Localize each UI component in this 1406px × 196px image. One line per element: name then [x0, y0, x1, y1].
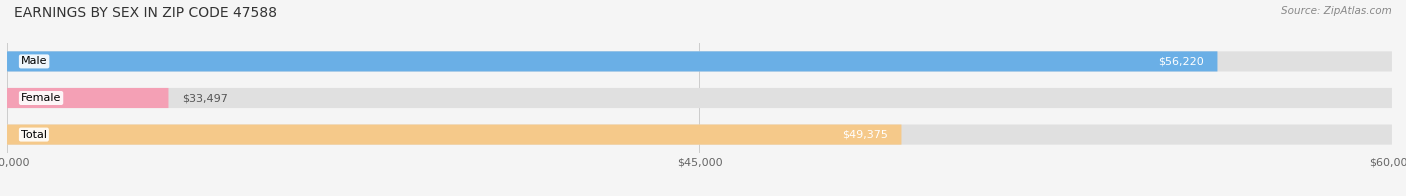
- Text: Total: Total: [21, 130, 46, 140]
- Text: Male: Male: [21, 56, 48, 66]
- Text: $33,497: $33,497: [183, 93, 228, 103]
- FancyBboxPatch shape: [7, 88, 169, 108]
- Text: Source: ZipAtlas.com: Source: ZipAtlas.com: [1281, 6, 1392, 16]
- FancyBboxPatch shape: [7, 51, 1218, 72]
- Text: EARNINGS BY SEX IN ZIP CODE 47588: EARNINGS BY SEX IN ZIP CODE 47588: [14, 6, 277, 20]
- Text: Female: Female: [21, 93, 62, 103]
- FancyBboxPatch shape: [7, 51, 1392, 72]
- FancyBboxPatch shape: [7, 124, 1392, 145]
- Text: $56,220: $56,220: [1159, 56, 1204, 66]
- FancyBboxPatch shape: [7, 124, 901, 145]
- Text: $49,375: $49,375: [842, 130, 887, 140]
- FancyBboxPatch shape: [7, 88, 1392, 108]
